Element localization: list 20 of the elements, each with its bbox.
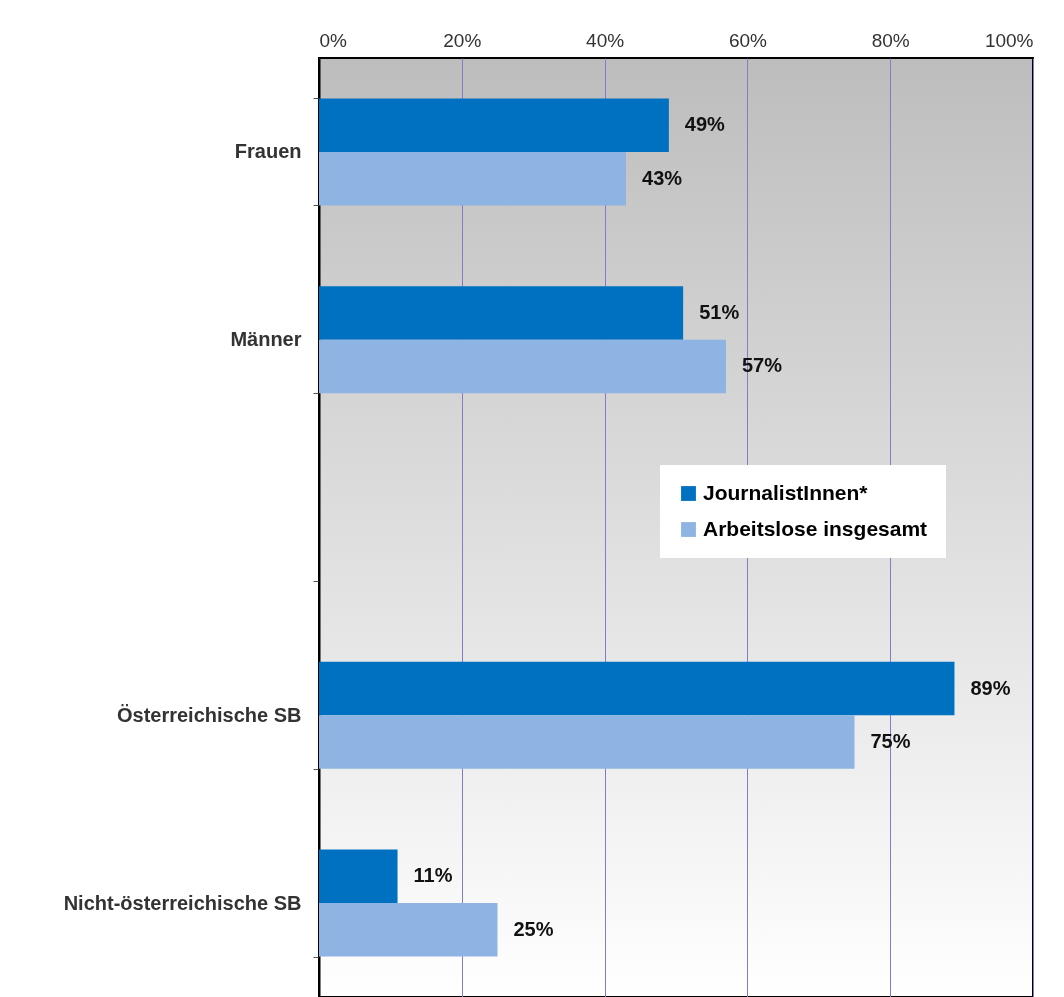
- y-tick-label: Österreichische SB: [116, 703, 302, 726]
- data-label: 57%: [741, 354, 783, 377]
- data-label: 49%: [684, 113, 726, 136]
- y-tick-label: Nicht-österreichische SB: [63, 891, 302, 914]
- data-label: 43%: [642, 166, 683, 189]
- data-label: 75%: [870, 730, 911, 753]
- y-tick-label: Frauen: [234, 140, 302, 163]
- x-tick-label: 100%: [984, 29, 1034, 51]
- x-tick-label: 80%: [871, 29, 910, 51]
- x-tick-label: 60%: [728, 29, 768, 51]
- legend-label: Arbeitslose insgesamt: [703, 516, 928, 540]
- x-tick-label: 40%: [586, 29, 625, 51]
- y-tick-label: Männer: [230, 328, 302, 351]
- legend-label: JournalistInnen*: [703, 480, 869, 504]
- x-tick-label: 0%: [319, 29, 348, 51]
- data-label: 89%: [970, 676, 1011, 699]
- data-label: 25%: [513, 917, 554, 940]
- data-label: 11%: [413, 864, 453, 887]
- data-label: 51%: [699, 300, 740, 323]
- x-tick-label: 20%: [443, 29, 482, 51]
